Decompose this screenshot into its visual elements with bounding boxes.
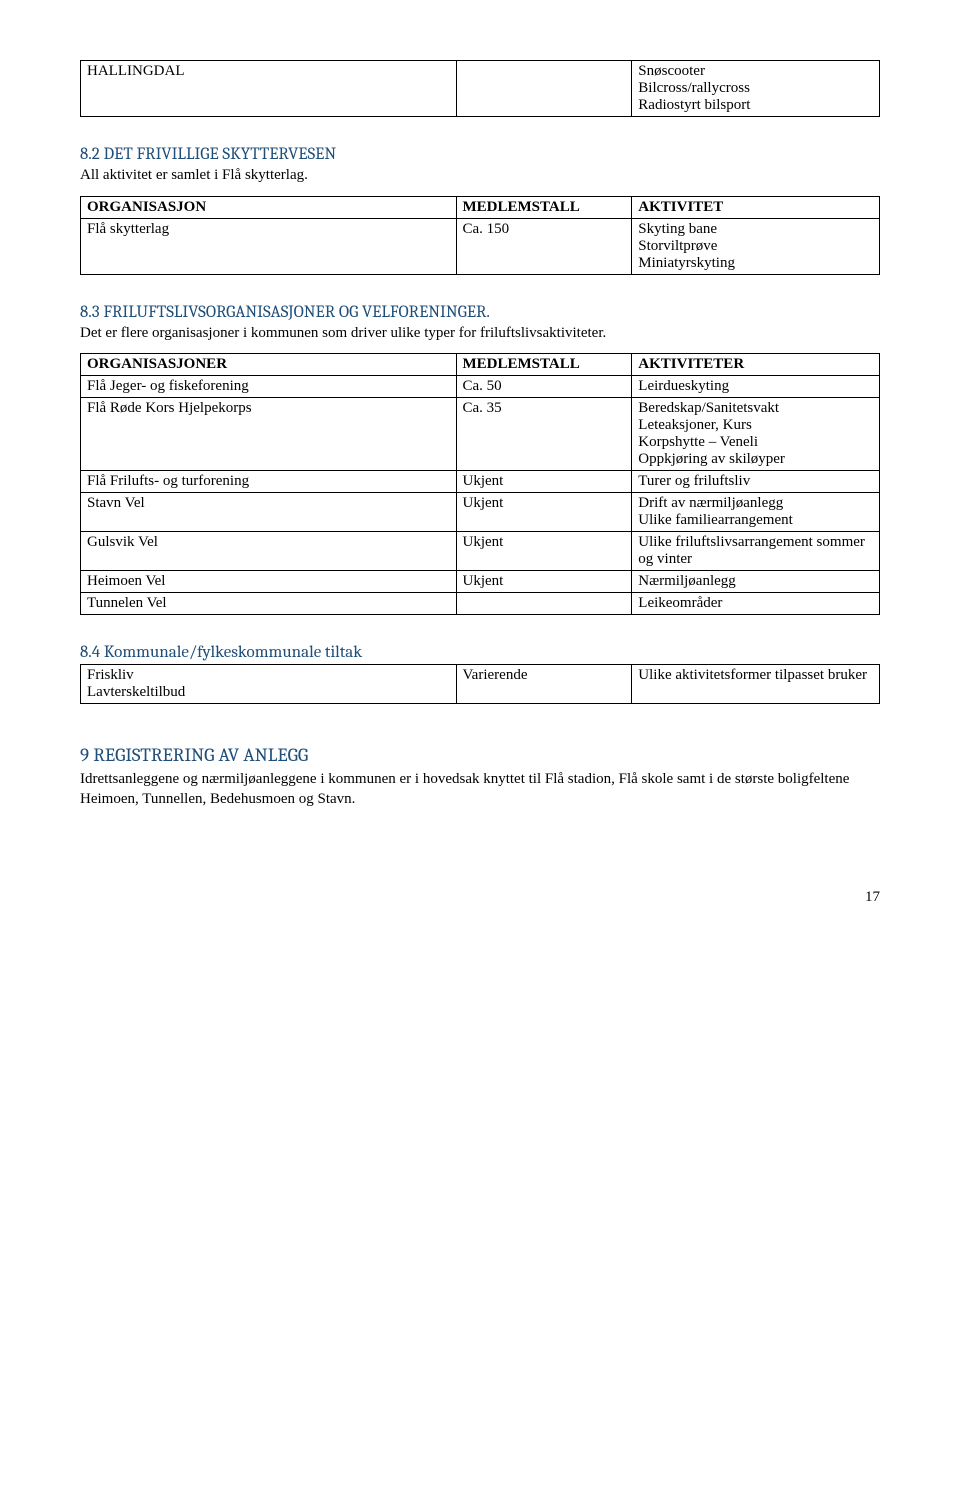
- activity-line: Turer og friluftsliv: [638, 473, 873, 490]
- heading-82: 8.2 DET FRIVILLIGE SKYTTERVESEN: [80, 145, 880, 164]
- top-mid-cell: [456, 61, 632, 117]
- th-org: ORGANISASJONER: [81, 354, 457, 376]
- activity-line: Nærmiljøanlegg: [638, 573, 873, 590]
- cell-activity: Nærmiljøanlegg: [632, 571, 880, 593]
- table-84: Friskliv Lavterskeltilbud Varierende Uli…: [80, 664, 880, 704]
- cell-members: Ukjent: [456, 571, 632, 593]
- th-members: MEDLEMSTALL: [456, 196, 632, 218]
- cell-members: Ca. 35: [456, 398, 632, 471]
- top-right-line: Bilcross/rallycross: [638, 80, 873, 97]
- top-right-line: Radiostyrt bilsport: [638, 97, 873, 114]
- cell-activity: Ulike friluftslivsarrangement sommer og …: [632, 532, 880, 571]
- body-9: Idrettsanleggene og nærmiljøanleggene i …: [80, 770, 880, 809]
- cell-org: Flå Frilufts- og turforening: [81, 471, 457, 493]
- cell-org: Gulsvik Vel: [81, 532, 457, 571]
- cell-activity: Drift av nærmiljøanlegg Ulike familiearr…: [632, 493, 880, 532]
- activity-line: Leirdueskyting: [638, 378, 873, 395]
- right-line: Ulike aktivitetsformer tilpasset bruker: [638, 667, 873, 684]
- activity-line: Ulike familiearrangement: [638, 512, 873, 529]
- th-activity: AKTIVITETER: [632, 354, 880, 376]
- cell-activity: Turer og friluftsliv: [632, 471, 880, 493]
- table-83: ORGANISASJONER MEDLEMSTALL AKTIVITETER F…: [80, 353, 880, 615]
- cell-members: Ca. 150: [456, 218, 632, 274]
- left-line: Lavterskeltilbud: [87, 684, 450, 701]
- activity-line: Drift av nærmiljøanlegg: [638, 495, 873, 512]
- activity-line: Storviltprøve: [638, 238, 873, 255]
- cell-org: Tunnelen Vel: [81, 593, 457, 615]
- table-82: ORGANISASJON MEDLEMSTALL AKTIVITET Flå s…: [80, 196, 880, 275]
- cell-members: Ca. 50: [456, 376, 632, 398]
- top-right-line: Snøscooter: [638, 63, 873, 80]
- cell-left: Friskliv Lavterskeltilbud: [81, 665, 457, 704]
- top-remnant-table: HALLINGDAL Snøscooter Bilcross/rallycros…: [80, 60, 880, 117]
- cell-mid: Varierende: [456, 665, 632, 704]
- left-line: Friskliv: [87, 667, 450, 684]
- cell-members: Ukjent: [456, 493, 632, 532]
- activity-line: Miniatyrskyting: [638, 255, 873, 272]
- cell-activity: Beredskap/Sanitetsvakt Leteaksjoner, Kur…: [632, 398, 880, 471]
- activity-line: Beredskap/Sanitetsvakt: [638, 400, 873, 417]
- top-left-cell: HALLINGDAL: [81, 61, 457, 117]
- cell-right: Ulike aktivitetsformer tilpasset bruker: [632, 665, 880, 704]
- cell-members: Ukjent: [456, 532, 632, 571]
- cell-activity: Leirdueskyting: [632, 376, 880, 398]
- activity-line: Oppkjøring av skiløyper: [638, 451, 873, 468]
- activity-line: Ulike friluftslivsarrangement sommer og …: [638, 534, 873, 568]
- cell-org: Flå Jeger- og fiskeforening: [81, 376, 457, 398]
- top-right-cell: Snøscooter Bilcross/rallycross Radiostyr…: [632, 61, 880, 117]
- heading-9: 9 REGISTRERING AV ANLEGG: [80, 744, 880, 766]
- activity-line: Skyting bane: [638, 221, 873, 238]
- heading-83: 8.3 FRILUFTSLIVSORGANISASJONER OG VELFOR…: [80, 303, 880, 322]
- cell-org: Flå skytterlag: [81, 218, 457, 274]
- cell-org: Stavn Vel: [81, 493, 457, 532]
- activity-line: Korpshytte – Veneli: [638, 434, 873, 451]
- heading-84: 8.4 Kommunale/fylkeskommunale tiltak: [80, 643, 880, 662]
- cell-org: Heimoen Vel: [81, 571, 457, 593]
- activity-line: Leteaksjoner, Kurs: [638, 417, 873, 434]
- intro-83: Det er flere organisasjoner i kommunen s…: [80, 324, 880, 344]
- page-number: 17: [80, 889, 880, 906]
- cell-members: Ukjent: [456, 471, 632, 493]
- th-activity: AKTIVITET: [632, 196, 880, 218]
- th-org: ORGANISASJON: [81, 196, 457, 218]
- cell-activity: Leikeområder: [632, 593, 880, 615]
- activity-line: Leikeområder: [638, 595, 873, 612]
- cell-members: [456, 593, 632, 615]
- th-members: MEDLEMSTALL: [456, 354, 632, 376]
- cell-activity: Skyting bane Storviltprøve Miniatyrskyti…: [632, 218, 880, 274]
- cell-org: Flå Røde Kors Hjelpekorps: [81, 398, 457, 471]
- intro-82: All aktivitet er samlet i Flå skytterlag…: [80, 166, 880, 186]
